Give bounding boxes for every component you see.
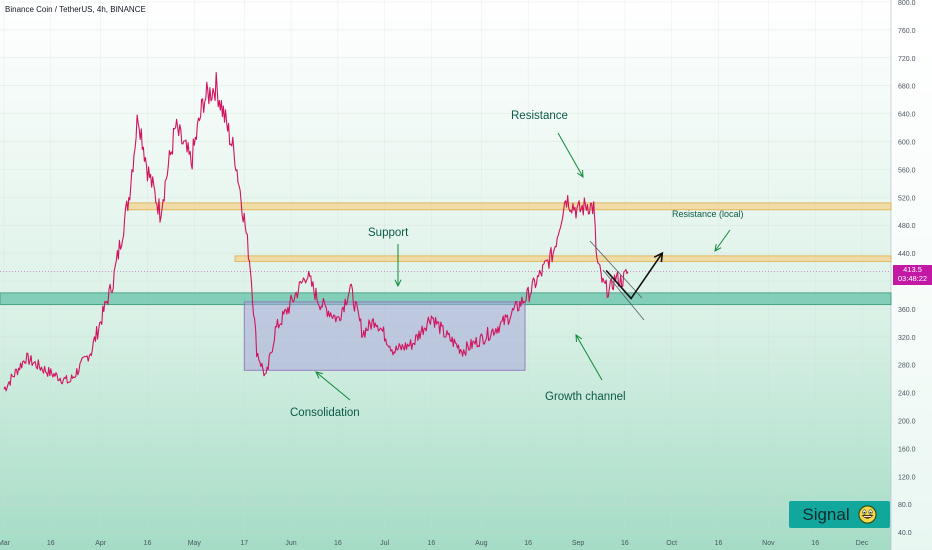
arrow-growth-channel-head [575, 334, 583, 343]
x-tick-label: Jul [380, 540, 389, 547]
drawings-layer [0, 132, 891, 401]
annotation-growth-channel: Growth channel [545, 391, 626, 403]
x-tick-label: Sep [572, 540, 585, 547]
x-tick-label: 16 [524, 540, 532, 547]
x-tick-label: Aug [475, 540, 488, 547]
y-tick-label: 80.0 [898, 502, 912, 509]
axis-ticks: 40.0 80.0 120.0 160.0 200.0 240.0 280.0 320.0 36… [0, 0, 916, 547]
x-tick-label: 16 [715, 540, 723, 547]
y-tick-label: 600.0 [898, 140, 916, 147]
arrow-support-head [394, 279, 402, 288]
y-tick-label: 360.0 [898, 307, 916, 314]
y-tick-label: 680.0 [898, 84, 916, 91]
current-price-tag: 413.5 03:48:22 [893, 265, 932, 285]
annotation-resistance: Resistance [511, 110, 568, 122]
projection-path [605, 252, 663, 300]
arrow-resistance-head [576, 169, 584, 178]
arrow-resistance-local-head [714, 244, 722, 252]
y-tick-label: 760.0 [898, 28, 916, 35]
y-tick-label: 440.0 [898, 251, 916, 258]
current-price: 413.5 [903, 265, 922, 274]
smiley-face-icon [858, 505, 877, 524]
arrow-consolidation-head [315, 371, 323, 379]
grid-lines [0, 0, 891, 536]
x-tick-label: 16 [428, 540, 436, 547]
x-tick-label: 16 [47, 540, 55, 547]
projection-arrowhead [653, 251, 664, 263]
y-tick-label: 720.0 [898, 56, 916, 63]
x-tick-label: 16 [811, 540, 819, 547]
arrow-consolidation [315, 371, 351, 401]
arrow-growth-channel [575, 334, 603, 381]
y-tick-label: 800.0 [898, 0, 916, 7]
x-tick-label: Jun [285, 540, 296, 547]
y-tick-label: 160.0 [898, 446, 916, 453]
annotation-support: Support [368, 227, 409, 239]
arrow-resistance-local [714, 229, 731, 252]
y-tick-label: 120.0 [898, 474, 916, 481]
channel-line-upper [589, 240, 643, 299]
price-line [3, 72, 629, 392]
signal-label: Signal [802, 504, 850, 524]
price-series-layer [3, 72, 629, 392]
arrow-resistance [557, 132, 584, 178]
y-tick-label: 240.0 [898, 391, 916, 398]
bar-countdown: 03:48:22 [897, 274, 928, 283]
annotation-consolidation: Consolidation [290, 407, 360, 419]
x-tick-label: Mar [0, 540, 11, 547]
x-tick-label: Dec [856, 540, 869, 547]
x-tick-label: 16 [334, 540, 342, 547]
annotation-resistance-local: Resistance (local) [672, 209, 744, 219]
chart-title: Binance Coin / TetherUS, 4h, BINANCE [5, 5, 146, 14]
resistance-local-zone [234, 255, 892, 262]
y-tick-label: 40.0 [898, 530, 912, 537]
y-tick-label: 520.0 [898, 195, 916, 202]
x-tick-label: 16 [621, 540, 629, 547]
x-tick-label: 17 [240, 540, 248, 547]
y-tick-label: 200.0 [898, 419, 916, 426]
x-tick-label: Nov [762, 540, 775, 547]
x-tick-label: Apr [95, 540, 107, 547]
y-tick-label: 560.0 [898, 167, 916, 174]
y-tick-label: 280.0 [898, 363, 916, 370]
signal-badge[interactable]: Signal [789, 501, 890, 528]
channel-line-lower [602, 269, 645, 321]
y-tick-label: 480.0 [898, 223, 916, 230]
x-tick-label: May [188, 540, 202, 547]
y-tick-label: 640.0 [898, 112, 916, 119]
x-tick-label: 16 [144, 540, 152, 547]
x-tick-label: Oct [666, 540, 677, 547]
y-tick-label: 320.0 [898, 335, 916, 342]
